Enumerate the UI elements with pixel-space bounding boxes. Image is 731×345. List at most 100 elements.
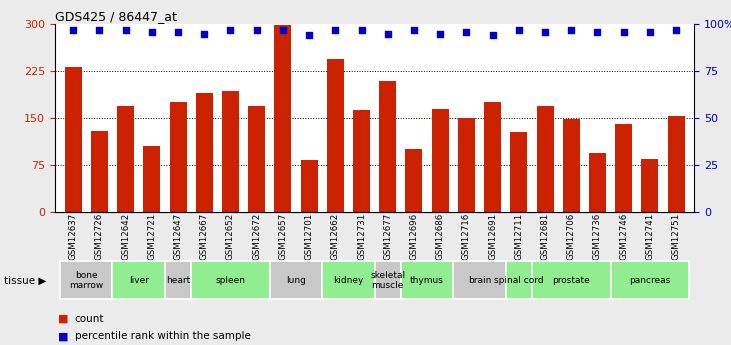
Text: ■: ■: [58, 332, 69, 341]
Bar: [563, 119, 580, 212]
Text: GSM12721: GSM12721: [148, 213, 156, 260]
Bar: [667, 116, 685, 212]
Bar: [117, 106, 134, 212]
Text: GSM12741: GSM12741: [645, 213, 654, 260]
Point: [356, 27, 368, 32]
Point: [539, 29, 551, 34]
Text: GSM12677: GSM12677: [383, 213, 393, 260]
Bar: [506, 261, 532, 299]
Point: [565, 27, 577, 32]
Bar: [322, 261, 374, 299]
Text: liver: liver: [129, 276, 148, 285]
Text: brain: brain: [468, 276, 491, 285]
Text: pancreas: pancreas: [629, 276, 670, 285]
Point: [198, 31, 210, 36]
Text: tissue ▶: tissue ▶: [4, 276, 46, 286]
Text: count: count: [75, 314, 104, 324]
Text: GSM12706: GSM12706: [567, 213, 576, 260]
Text: GSM12667: GSM12667: [200, 213, 209, 260]
Text: GSM12726: GSM12726: [95, 213, 104, 260]
Text: heart: heart: [166, 276, 190, 285]
Bar: [143, 146, 160, 212]
Bar: [458, 118, 475, 212]
Bar: [589, 152, 606, 212]
Point: [94, 27, 105, 32]
Bar: [327, 59, 344, 212]
Bar: [374, 261, 401, 299]
Bar: [274, 26, 292, 212]
Bar: [406, 149, 423, 212]
Text: thymus: thymus: [410, 276, 444, 285]
Bar: [270, 261, 322, 299]
Text: GSM12716: GSM12716: [462, 213, 471, 260]
Bar: [616, 125, 632, 212]
Bar: [64, 67, 82, 212]
Text: GSM12696: GSM12696: [409, 213, 418, 260]
Point: [382, 31, 393, 36]
Point: [224, 27, 236, 32]
Text: GSM12686: GSM12686: [436, 213, 444, 260]
Text: GSM12657: GSM12657: [279, 213, 287, 260]
Text: GSM12701: GSM12701: [305, 213, 314, 260]
Bar: [91, 131, 108, 212]
Text: GSM12642: GSM12642: [121, 213, 130, 260]
Bar: [170, 102, 186, 212]
Bar: [537, 106, 553, 212]
Point: [408, 27, 420, 32]
Text: percentile rank within the sample: percentile rank within the sample: [75, 332, 251, 341]
Point: [591, 29, 603, 34]
Point: [277, 27, 289, 32]
Bar: [641, 159, 659, 212]
Text: spinal cord: spinal cord: [494, 276, 544, 285]
Text: GSM12672: GSM12672: [252, 213, 261, 260]
Text: GSM12736: GSM12736: [593, 213, 602, 260]
Text: GSM12637: GSM12637: [69, 213, 77, 260]
Bar: [484, 102, 501, 212]
Bar: [532, 261, 610, 299]
Text: GDS425 / 86447_at: GDS425 / 86447_at: [55, 10, 177, 23]
Point: [330, 27, 341, 32]
Text: GSM12662: GSM12662: [331, 213, 340, 260]
Text: kidney: kidney: [333, 276, 363, 285]
Point: [461, 29, 472, 34]
Bar: [379, 80, 396, 212]
Point: [618, 29, 629, 34]
Bar: [510, 132, 527, 212]
Text: GSM12647: GSM12647: [173, 213, 183, 260]
Text: GSM12746: GSM12746: [619, 213, 628, 260]
Text: bone
marrow: bone marrow: [69, 270, 103, 290]
Text: GSM12652: GSM12652: [226, 213, 235, 260]
Bar: [401, 261, 453, 299]
Text: lung: lung: [286, 276, 306, 285]
Bar: [60, 261, 113, 299]
Point: [487, 33, 499, 38]
Point: [146, 29, 158, 34]
Bar: [300, 160, 318, 212]
Bar: [431, 109, 449, 212]
Point: [120, 27, 132, 32]
Bar: [165, 261, 191, 299]
Bar: [453, 261, 506, 299]
Text: prostate: prostate: [553, 276, 590, 285]
Point: [67, 27, 79, 32]
Bar: [196, 93, 213, 212]
Point: [303, 33, 315, 38]
Point: [251, 27, 262, 32]
Bar: [113, 261, 165, 299]
Text: GSM12731: GSM12731: [357, 213, 366, 260]
Bar: [353, 110, 370, 212]
Point: [644, 29, 656, 34]
Point: [670, 27, 682, 32]
Point: [173, 29, 184, 34]
Text: GSM12751: GSM12751: [672, 213, 681, 260]
Text: GSM12711: GSM12711: [515, 213, 523, 260]
Point: [513, 27, 525, 32]
Text: skeletal
muscle: skeletal muscle: [370, 270, 405, 290]
Text: spleen: spleen: [216, 276, 246, 285]
Point: [434, 31, 446, 36]
Text: ■: ■: [58, 314, 69, 324]
Bar: [248, 106, 265, 212]
Bar: [610, 261, 689, 299]
Text: GSM12681: GSM12681: [540, 213, 550, 260]
Bar: [222, 91, 239, 212]
